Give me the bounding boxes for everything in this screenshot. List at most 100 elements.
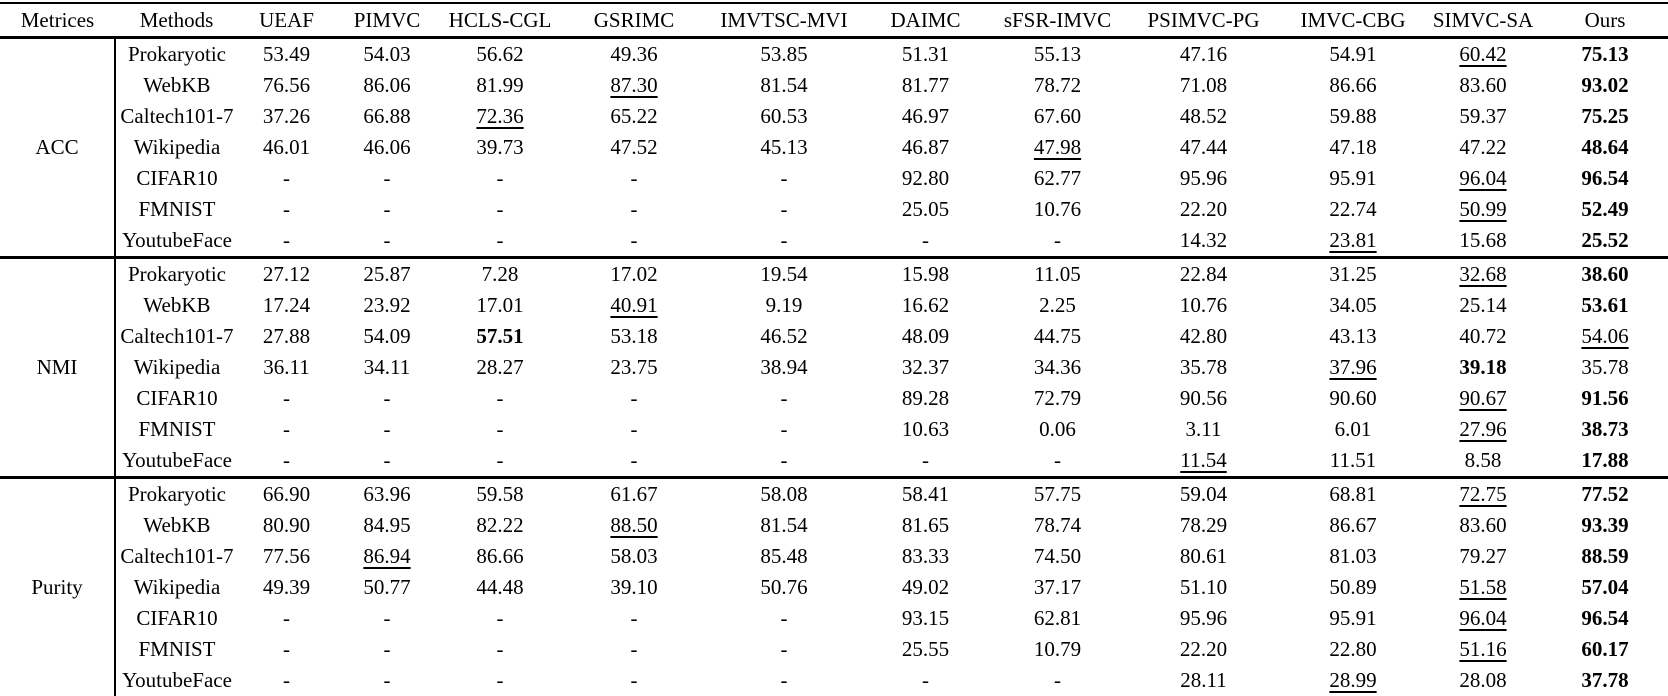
cell-value: 48.09 [901, 324, 950, 348]
cell-value: - [922, 228, 929, 252]
value-cell: 2.25 [990, 290, 1125, 321]
cell-value: 37.26 [262, 104, 311, 128]
value-cell: 8.58 [1424, 445, 1542, 478]
cell-value: - [630, 417, 638, 441]
value-cell: 34.05 [1282, 290, 1424, 321]
cell-value: 92.80 [901, 166, 950, 190]
cell-value: 59.58 [476, 482, 524, 506]
cell-value: 74.50 [1033, 544, 1082, 568]
cell-value: 23.92 [363, 293, 411, 317]
value-cell: 90.60 [1282, 383, 1424, 414]
value-cell: 83.60 [1424, 510, 1542, 541]
value-cell: 37.26 [238, 101, 335, 132]
cell-value: - [283, 228, 290, 252]
cell-value: 15.98 [901, 262, 950, 286]
value-cell: 86.67 [1282, 510, 1424, 541]
table-row: FMNIST - - - - - 25.05 10.76 22.20 22.74 50.99 52.4… [0, 194, 1668, 225]
dataset-label: Wikipedia [133, 355, 221, 379]
value-cell: 86.06 [335, 70, 439, 101]
table-row: Caltech101-7 27.88 54.09 57.51 53.18 46.52 48.… [0, 321, 1668, 352]
value-cell: 92.80 [861, 163, 990, 194]
value-cell: 39.18 [1424, 352, 1542, 383]
cell-value: 28.08 [1459, 668, 1507, 692]
value-cell: 59.88 [1282, 101, 1424, 132]
value-cell: 72.36 [439, 101, 561, 132]
cell-value: 77.56 [262, 544, 311, 568]
dataset-label: Caltech101-7 [120, 544, 234, 568]
cell-value: 54.03 [363, 42, 411, 66]
value-cell: 75.13 [1542, 38, 1668, 71]
value-cell: - [335, 665, 439, 696]
value-cell: - [335, 603, 439, 634]
cell-value: 93.15 [901, 606, 950, 630]
cell-value: 51.31 [901, 42, 950, 66]
cell-value: 8.58 [1464, 448, 1502, 472]
value-cell: - [439, 414, 561, 445]
value-cell: 49.36 [561, 38, 707, 71]
cell-value: 44.48 [476, 575, 524, 599]
cell-value: 22.84 [1179, 262, 1228, 286]
value-cell: 88.50 [561, 510, 707, 541]
value-cell: 40.72 [1424, 321, 1542, 352]
value-cell: 78.74 [990, 510, 1125, 541]
value-cell: - [990, 665, 1125, 696]
cell-value: - [630, 197, 638, 221]
value-cell: - [335, 383, 439, 414]
cell-value: - [283, 386, 290, 410]
column-header-imvc-cbg: IMVC-CBG [1282, 3, 1424, 39]
cell-value: 55.13 [1033, 42, 1082, 66]
value-cell: 87.30 [561, 70, 707, 101]
cell-value: 11.05 [1034, 262, 1081, 286]
cell-value: 86.66 [476, 544, 524, 568]
value-cell: 77.56 [238, 541, 335, 572]
cell-value: 47.52 [610, 135, 658, 159]
table-row: Caltech101-7 37.26 66.88 72.36 65.22 60.53 46.… [0, 101, 1668, 132]
value-cell: 55.13 [990, 38, 1125, 71]
cell-value: 43.13 [1329, 324, 1377, 348]
cell-value: - [283, 448, 290, 472]
dataset-label: YoutubeFace [122, 448, 232, 472]
value-cell: 27.88 [238, 321, 335, 352]
cell-value: 79.27 [1459, 544, 1507, 568]
cell-value: - [780, 417, 788, 441]
value-cell: 46.97 [861, 101, 990, 132]
value-cell: 60.17 [1542, 634, 1668, 665]
dataset-label: Prokaryotic [115, 256, 238, 290]
table-row: Wikipedia 49.39 50.77 44.48 39.10 50.76 49.02 3… [0, 572, 1668, 603]
value-cell: 60.42 [1424, 38, 1542, 71]
cell-value: 27.88 [262, 324, 311, 348]
value-cell: 81.03 [1282, 541, 1424, 572]
section-nmi: NMI Prokaryotic 27.12 25.87 7.28 17.02 19.54 15… [0, 256, 1668, 478]
value-cell: 49.02 [861, 572, 990, 603]
table-row: WebKB 76.56 86.06 81.99 87.30 81.54 81.77 78.72… [0, 70, 1668, 101]
dataset-label: WebKB [143, 73, 211, 97]
table-row: CIFAR10 - - - - - 89.28 72.79 90.56 90.60 90.67 91.… [0, 383, 1668, 414]
value-cell: 10.76 [1125, 290, 1282, 321]
value-cell: 81.54 [707, 510, 861, 541]
value-cell: 35.78 [1125, 352, 1282, 383]
value-cell: 59.04 [1125, 476, 1282, 510]
cell-value: 80.61 [1179, 544, 1228, 568]
cell-value: 38.94 [760, 355, 808, 379]
value-cell: 7.28 [439, 256, 561, 290]
cell-value: 10.76 [1033, 197, 1082, 221]
value-cell: 11.05 [990, 256, 1125, 290]
value-cell: 44.75 [990, 321, 1125, 352]
value-cell: 72.79 [990, 383, 1125, 414]
value-cell: 53.49 [238, 38, 335, 71]
value-cell: - [439, 194, 561, 225]
value-cell: 46.52 [707, 321, 861, 352]
cell-value: 81.54 [760, 73, 808, 97]
value-cell: - [561, 445, 707, 478]
cell-value: 54.91 [1329, 42, 1377, 66]
cell-value: 36.11 [263, 355, 310, 379]
value-cell: 22.80 [1282, 634, 1424, 665]
table-row: Wikipedia 46.01 46.06 39.73 47.52 45.13 46.87 4… [0, 132, 1668, 163]
value-cell: 86.66 [439, 541, 561, 572]
value-cell: 10.63 [861, 414, 990, 445]
cell-value: 54.09 [363, 324, 411, 348]
value-cell: 11.54 [1125, 445, 1282, 478]
value-cell: - [335, 634, 439, 665]
table-row: Caltech101-7 77.56 86.94 86.66 58.03 85.48 83.… [0, 541, 1668, 572]
cell-value: - [383, 386, 391, 410]
